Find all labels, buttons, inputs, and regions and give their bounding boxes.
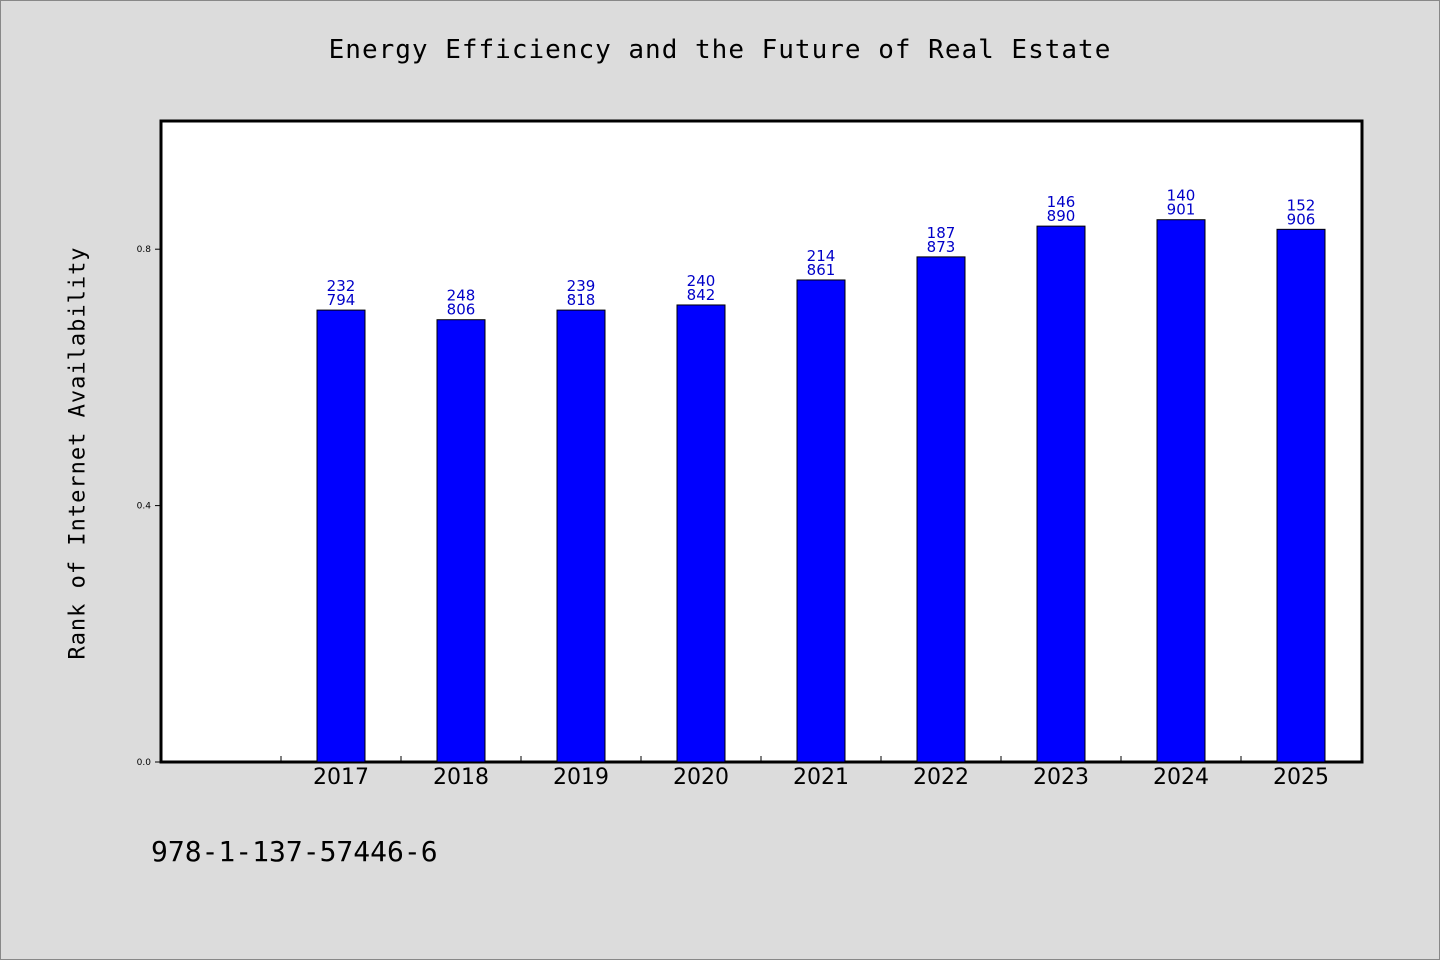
bar-label-top: 187 bbox=[927, 224, 956, 242]
x-tick-label: 2022 bbox=[913, 765, 969, 790]
y-axis-ticks: 0.0 0.4 0.8 bbox=[137, 245, 161, 768]
footer-code: 978-1-137-57446-6 bbox=[151, 835, 438, 868]
bar-label-bottom: 901 bbox=[1167, 201, 1196, 219]
bar-label-top: 152 bbox=[1287, 196, 1316, 214]
y-tick-label: 0.4 bbox=[137, 502, 152, 512]
category-labels: 2017 2018 2019 2020 2021 2022 2023 2024 2025 bbox=[313, 765, 1329, 790]
bar bbox=[556, 309, 606, 763]
x-tick-label: 2024 bbox=[1153, 765, 1209, 790]
bar-label-bottom: 873 bbox=[927, 238, 956, 256]
x-tick-label: 2017 bbox=[313, 765, 369, 790]
bar-label-top: 239 bbox=[567, 277, 596, 295]
bar-label-top: 146 bbox=[1047, 193, 1076, 211]
y-tick-label: 0.8 bbox=[137, 245, 152, 255]
x-tick-label: 2020 bbox=[673, 765, 729, 790]
bar bbox=[916, 256, 966, 763]
bar-label-bottom: 818 bbox=[567, 291, 596, 309]
bar-label-bottom: 842 bbox=[687, 286, 716, 304]
bar bbox=[1276, 228, 1326, 763]
bar-label-bottom: 861 bbox=[807, 261, 836, 279]
y-tick-label: 0.0 bbox=[137, 758, 152, 768]
bar-label-top: 214 bbox=[807, 247, 836, 265]
bar-label-bottom: 806 bbox=[447, 301, 476, 319]
chart-title: Energy Efficiency and the Future of Real… bbox=[328, 35, 1112, 65]
bar bbox=[316, 309, 366, 763]
x-tick-label: 2019 bbox=[553, 765, 609, 790]
bar bbox=[796, 279, 846, 763]
bar bbox=[1036, 225, 1086, 763]
x-axis-ticks bbox=[280, 756, 1362, 762]
bar bbox=[1156, 219, 1206, 763]
bar bbox=[436, 319, 486, 763]
bar bbox=[676, 304, 726, 763]
bar-label-top: 232 bbox=[327, 277, 356, 295]
bar-label-top: 248 bbox=[447, 287, 476, 305]
x-tick-label: 2021 bbox=[793, 765, 849, 790]
bar-label-bottom: 890 bbox=[1047, 207, 1076, 225]
bar-label-top: 240 bbox=[687, 272, 716, 290]
bar-label-bottom: 906 bbox=[1287, 210, 1316, 228]
x-tick-label: 2023 bbox=[1033, 765, 1089, 790]
x-tick-label: 2025 bbox=[1273, 765, 1329, 790]
bars bbox=[316, 219, 1326, 763]
x-tick-label: 2018 bbox=[433, 765, 489, 790]
bar-label-bottom: 794 bbox=[327, 291, 356, 309]
bar-label-top: 140 bbox=[1167, 187, 1196, 205]
